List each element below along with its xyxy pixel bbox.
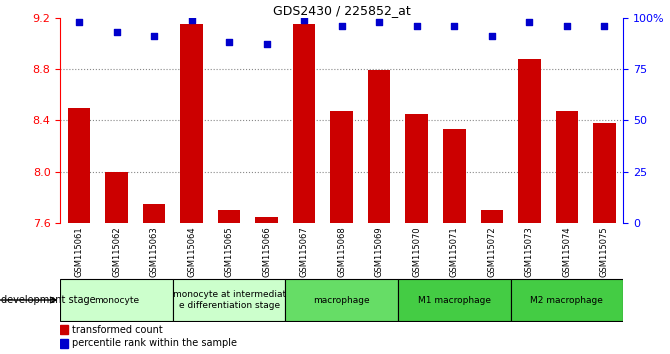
Bar bbox=[105, 172, 128, 223]
Bar bbox=[255, 217, 278, 223]
Bar bbox=[143, 204, 165, 223]
Point bbox=[224, 40, 234, 45]
Point bbox=[561, 23, 572, 29]
Point bbox=[336, 23, 347, 29]
Bar bbox=[593, 123, 616, 223]
Bar bbox=[293, 24, 316, 223]
Bar bbox=[518, 59, 541, 223]
Bar bbox=[60, 325, 68, 334]
Text: M2 macrophage: M2 macrophage bbox=[531, 296, 603, 304]
Text: transformed count: transformed count bbox=[72, 325, 163, 335]
Text: GSM115072: GSM115072 bbox=[487, 226, 496, 277]
Bar bbox=[443, 129, 466, 223]
Text: GSM115065: GSM115065 bbox=[224, 226, 234, 277]
FancyBboxPatch shape bbox=[60, 279, 173, 321]
Bar bbox=[555, 112, 578, 223]
Point bbox=[186, 17, 197, 23]
Point bbox=[486, 33, 497, 39]
Point bbox=[149, 33, 159, 39]
Bar bbox=[218, 210, 241, 223]
Point bbox=[374, 19, 385, 25]
Bar bbox=[480, 210, 503, 223]
Text: GSM115067: GSM115067 bbox=[299, 226, 309, 277]
Point bbox=[411, 23, 422, 29]
Point bbox=[111, 29, 122, 35]
Point bbox=[261, 41, 272, 47]
Text: monocyte at intermediat
e differentiation stage: monocyte at intermediat e differentiatio… bbox=[173, 290, 285, 310]
Text: GSM115061: GSM115061 bbox=[74, 226, 84, 277]
Text: M1 macrophage: M1 macrophage bbox=[418, 296, 490, 304]
Bar bbox=[330, 112, 353, 223]
Bar bbox=[68, 108, 90, 223]
Bar bbox=[60, 338, 68, 348]
Point bbox=[524, 19, 535, 25]
Text: GSM115062: GSM115062 bbox=[112, 226, 121, 277]
Text: GSM115070: GSM115070 bbox=[412, 226, 421, 277]
Text: GSM115064: GSM115064 bbox=[187, 226, 196, 277]
Text: percentile rank within the sample: percentile rank within the sample bbox=[72, 338, 237, 348]
Bar bbox=[405, 114, 428, 223]
Text: GSM115074: GSM115074 bbox=[562, 226, 572, 277]
Text: GSM115071: GSM115071 bbox=[450, 226, 459, 277]
FancyBboxPatch shape bbox=[398, 279, 511, 321]
FancyBboxPatch shape bbox=[173, 279, 285, 321]
Text: GSM115066: GSM115066 bbox=[262, 226, 271, 277]
Text: development stage: development stage bbox=[1, 295, 95, 305]
Bar bbox=[180, 24, 203, 223]
Title: GDS2430 / 225852_at: GDS2430 / 225852_at bbox=[273, 4, 411, 17]
Text: GSM115075: GSM115075 bbox=[600, 226, 609, 277]
Point bbox=[449, 23, 460, 29]
Point bbox=[599, 23, 610, 29]
Bar bbox=[368, 70, 391, 223]
Point bbox=[299, 17, 310, 23]
Text: GSM115069: GSM115069 bbox=[375, 226, 384, 277]
Text: monocyte: monocyte bbox=[94, 296, 139, 304]
Text: GSM115063: GSM115063 bbox=[149, 226, 159, 277]
Point bbox=[74, 19, 84, 25]
Text: GSM115068: GSM115068 bbox=[337, 226, 346, 277]
Text: GSM115073: GSM115073 bbox=[525, 226, 534, 277]
Text: macrophage: macrophage bbox=[314, 296, 370, 304]
FancyBboxPatch shape bbox=[285, 279, 398, 321]
FancyBboxPatch shape bbox=[511, 279, 623, 321]
